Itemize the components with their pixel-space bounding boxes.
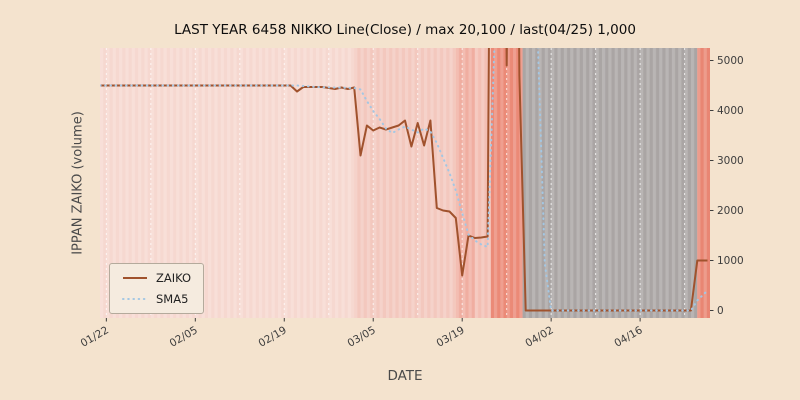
y-tick-label: 4000	[717, 105, 744, 117]
x-tick-label: 01/22	[79, 324, 111, 350]
x-tick-label: 02/05	[168, 324, 200, 350]
x-tick-label: 04/02	[523, 324, 555, 350]
legend: ZAIKO SMA5	[109, 263, 205, 314]
legend-item-sma5: SMA5	[122, 292, 191, 306]
zaiko-swatch-icon	[123, 277, 147, 279]
y-tick-label: 2000	[717, 205, 744, 217]
x-tick-label: 03/19	[434, 324, 466, 350]
y-tick-label: 5000	[717, 55, 744, 67]
sma5-swatch-icon	[122, 298, 148, 300]
x-axis-label: DATE	[387, 368, 423, 384]
chart-title: LAST YEAR 6458 NIKKO Line(Close) / max 2…	[174, 22, 636, 38]
x-tick-label: 02/19	[257, 324, 289, 350]
y-axis-label: IPPAN ZAIKO (volume)	[70, 111, 86, 255]
legend-label-zaiko: ZAIKO	[156, 271, 192, 285]
x-tick-label: 04/16	[612, 324, 644, 350]
plot-area	[100, 48, 710, 318]
y-tick-label: 0	[717, 305, 724, 317]
y-tick-label: 1000	[717, 255, 744, 267]
x-tick-label: 03/05	[346, 324, 378, 350]
legend-item-zaiko: ZAIKO	[122, 271, 191, 285]
legend-label-sma5: SMA5	[156, 292, 189, 306]
y-tick-label: 3000	[717, 155, 744, 167]
